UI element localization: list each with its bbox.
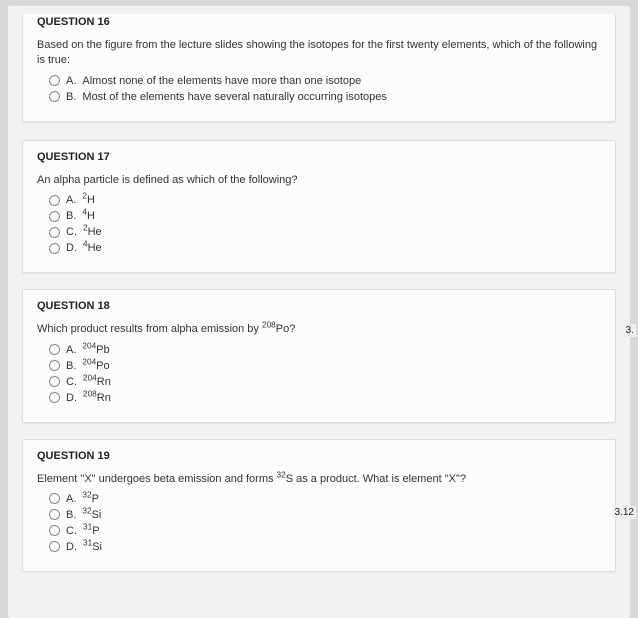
q17-option-b[interactable]: B. 4H [49,210,601,222]
radio-icon [49,211,60,222]
radio-icon [49,75,60,86]
option-letter: D. [66,242,77,254]
question-19-card: QUESTION 19 Element "X" undergoes beta e… [22,439,616,572]
q19-option-a[interactable]: A. 32P [49,493,601,505]
option-isotope: 204Rn [83,376,111,388]
radio-icon [49,493,60,504]
radio-icon [49,195,60,206]
question-18-card: QUESTION 18 Which product results from a… [22,289,616,422]
option-letter: A. [66,194,76,206]
option-letter: B. [66,91,76,103]
option-letter: A. [66,493,76,505]
radio-icon [49,344,60,355]
question-17-options: A. 2H B. 4H C. 2He D. 4He [49,194,601,254]
option-isotope: 204Pb [82,344,109,356]
option-letter: C. [66,525,77,537]
radio-icon [49,227,60,238]
option-text: Most of the elements have several natura… [82,91,387,103]
q18-option-b[interactable]: B. 204Po [49,360,601,372]
option-isotope: 208Rn [83,392,111,404]
option-isotope: 2H [82,194,95,206]
exam-page: QUESTION 16 Based on the figure from the… [8,6,630,618]
radio-icon [49,91,60,102]
side-label-1: 3. [624,324,636,337]
radio-icon [49,392,60,403]
q17-option-a[interactable]: A. 2H [49,194,601,206]
option-isotope: 31P [83,525,100,537]
question-17-stem: An alpha particle is defined as which of… [37,173,601,188]
option-letter: C. [66,376,77,388]
question-17-title: QUESTION 17 [37,151,601,163]
radio-icon [49,360,60,371]
question-19-stem: Element "X" undergoes beta emission and … [37,472,601,487]
option-letter: B. [66,509,76,521]
option-isotope: 32P [82,493,99,505]
option-letter: B. [66,210,76,222]
radio-icon [49,243,60,254]
option-letter: D. [66,392,77,404]
q18-option-c[interactable]: C. 204Rn [49,376,601,388]
question-19-options: A. 32P B. 32Si C. 31P D. 31Si [49,493,601,553]
radio-icon [49,376,60,387]
question-18-options: A. 204Pb B. 204Po C. 204Rn D. 208Rn [49,344,601,404]
question-16-options: A. Almost none of the elements have more… [49,75,601,103]
option-letter: A. [66,75,76,87]
q18-option-d[interactable]: D. 208Rn [49,392,601,404]
option-letter: B. [66,360,76,372]
question-18-stem: Which product results from alpha emissio… [37,322,601,337]
option-isotope: 4H [82,210,95,222]
option-isotope: 31Si [83,541,102,553]
q18-option-a[interactable]: A. 204Pb [49,344,601,356]
option-isotope: 4He [83,242,102,254]
option-isotope: 204Po [82,360,109,372]
option-isotope: 2He [83,226,102,238]
question-19-title: QUESTION 19 [37,450,601,462]
question-16-card: QUESTION 16 Based on the figure from the… [22,14,616,122]
option-text: Almost none of the elements have more th… [82,75,361,87]
question-16-title: QUESTION 16 [37,14,601,28]
side-label-2: 3.12 [613,506,636,519]
q17-option-d[interactable]: D. 4He [49,242,601,254]
question-17-card: QUESTION 17 An alpha particle is defined… [22,140,616,273]
q19-option-c[interactable]: C. 31P [49,525,601,537]
radio-icon [49,541,60,552]
option-letter: C. [66,226,77,238]
option-letter: A. [66,344,76,356]
question-16-stem: Based on the figure from the lecture sli… [37,38,601,69]
radio-icon [49,525,60,536]
option-isotope: 32Si [82,509,101,521]
question-18-title: QUESTION 18 [37,300,601,312]
radio-icon [49,509,60,520]
q16-option-a[interactable]: A. Almost none of the elements have more… [49,75,601,87]
q19-option-d[interactable]: D. 31Si [49,541,601,553]
option-letter: D. [66,541,77,553]
q17-option-c[interactable]: C. 2He [49,226,601,238]
q16-option-b[interactable]: B. Most of the elements have several nat… [49,91,601,103]
q19-option-b[interactable]: B. 32Si [49,509,601,521]
